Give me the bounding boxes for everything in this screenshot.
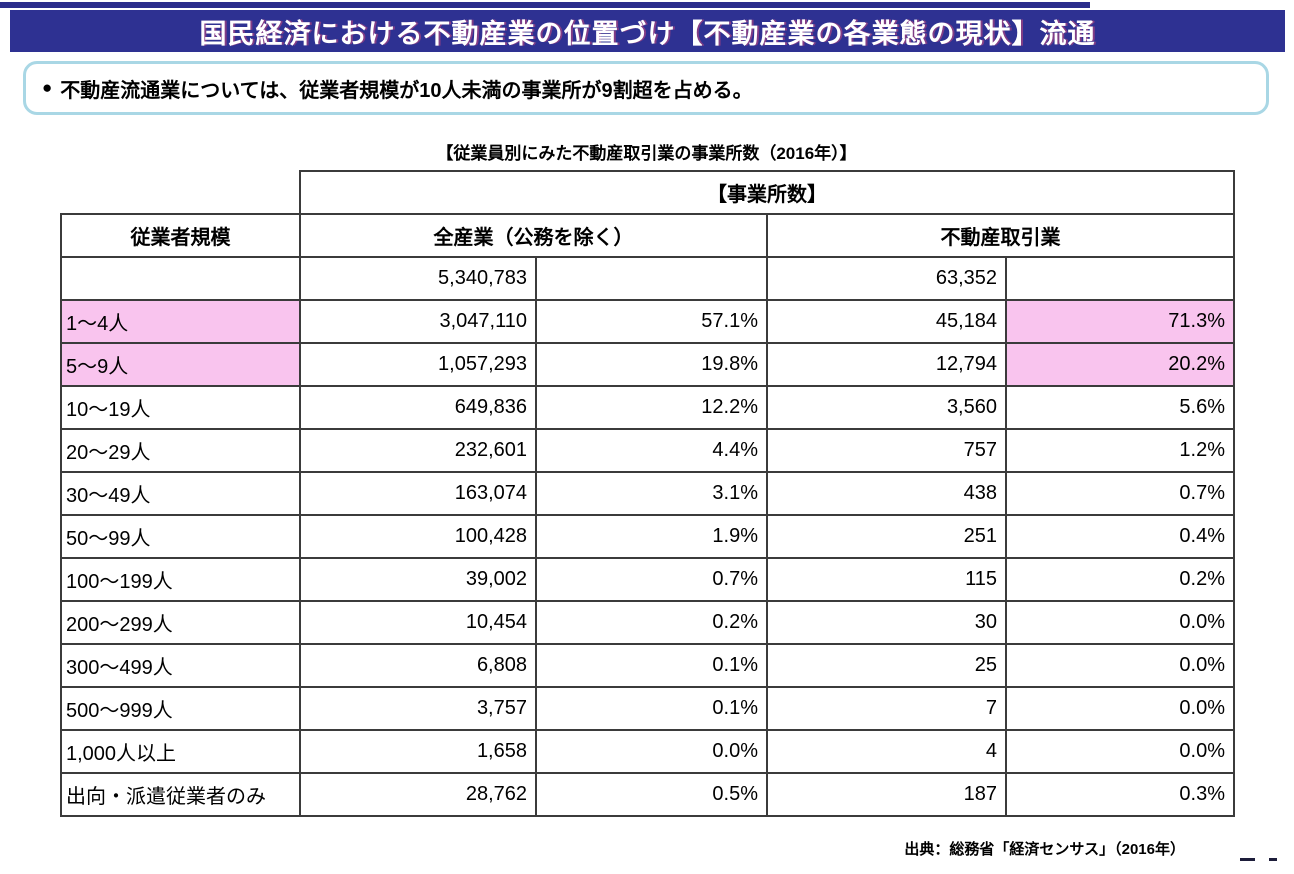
real-estate-pct-cell: 0.0% (1005, 600, 1235, 645)
row-label-cell: 1,000人以上 (60, 729, 301, 774)
group-header-row: 【事業所数】 (61, 170, 1235, 215)
col-header-worker-scale: 従業者規模 (60, 213, 301, 258)
all-industries-count-cell: 163,074 (299, 471, 537, 516)
real-estate-count-cell: 3,560 (766, 385, 1007, 430)
all-industries-pct-cell: 12.2% (535, 385, 768, 430)
row-label-cell: 200～299人 (60, 600, 301, 645)
top-edge-line (0, 2, 1090, 8)
column-header-row: 従業者規模 全産業（公務を除く） 不動産取引業 (60, 213, 1235, 258)
table-row: 10～19人 649,836 12.2% 3,560 5.6% (60, 385, 1235, 430)
all-industries-count-cell: 3,757 (299, 686, 537, 731)
establishments-table: 【事業所数】 従業者規模 全産業（公務を除く） 不動産取引業 5,340,783… (60, 170, 1235, 817)
all-industries-count-cell: 6,808 (299, 643, 537, 688)
all-industries-pct-cell: 57.1% (535, 299, 768, 344)
real-estate-pct-cell: 0.2% (1005, 557, 1235, 602)
all-industries-pct-cell: 0.1% (535, 686, 768, 731)
real-estate-pct-cell: 71.3% (1005, 299, 1235, 344)
table-row: 100～199人 39,002 0.7% 115 0.2% (60, 557, 1235, 602)
page-number-partial (1240, 858, 1284, 862)
row-label-cell: 1～4人 (60, 299, 301, 344)
table-row: 30～49人 163,074 3.1% 438 0.7% (60, 471, 1235, 516)
row-label-cell: 10～19人 (60, 385, 301, 430)
all-industries-pct-cell: 4.4% (535, 428, 768, 473)
all-industries-count-cell: 28,762 (299, 772, 537, 817)
all-industries-count-cell: 649,836 (299, 385, 537, 430)
real-estate-pct-cell: 5.6% (1005, 385, 1235, 430)
all-industries-pct-cell: 1.9% (535, 514, 768, 559)
real-estate-pct-cell: 0.0% (1005, 729, 1235, 774)
totals-all-pct (535, 256, 768, 301)
real-estate-count-cell: 4 (766, 729, 1007, 774)
row-label-cell: 100～199人 (60, 557, 301, 602)
all-industries-pct-cell: 0.5% (535, 772, 768, 817)
row-label-cell: 出向・派遣従業者のみ (60, 772, 301, 817)
table-row: 5～9人 1,057,293 19.8% 12,794 20.2% (60, 342, 1235, 387)
table-row: 300～499人 6,808 0.1% 25 0.0% (60, 643, 1235, 688)
real-estate-count-cell: 30 (766, 600, 1007, 645)
page-title: 国民経済における不動産業の位置づけ【不動産業の各業態の現状】流通 (199, 18, 1096, 49)
totals-row: 5,340,783 63,352 (60, 256, 1235, 301)
all-industries-pct-cell: 0.0% (535, 729, 768, 774)
table-row: 1～4人 3,047,110 57.1% 45,184 71.3% (60, 299, 1235, 344)
source-note: 出典：総務省「経済センサス」（2016年） (904, 841, 1185, 858)
all-industries-pct-cell: 0.7% (535, 557, 768, 602)
real-estate-pct-cell: 0.4% (1005, 514, 1235, 559)
bullet-icon: ● (42, 78, 53, 97)
real-estate-pct-cell: 0.3% (1005, 772, 1235, 817)
all-industries-count-cell: 10,454 (299, 600, 537, 645)
totals-re-pct (1005, 256, 1235, 301)
real-estate-count-cell: 251 (766, 514, 1007, 559)
row-label-cell: 5～9人 (60, 342, 301, 387)
table-caption: 【従業員別にみた不動産取引業の事業所数（2016年）】 (436, 144, 857, 163)
table-row: 500～999人 3,757 0.1% 7 0.0% (60, 686, 1235, 731)
all-industries-pct-cell: 3.1% (535, 471, 768, 516)
real-estate-pct-cell: 0.7% (1005, 471, 1235, 516)
real-estate-pct-cell: 1.2% (1005, 428, 1235, 473)
all-industries-count-cell: 232,601 (299, 428, 537, 473)
table-row: 200～299人 10,454 0.2% 30 0.0% (60, 600, 1235, 645)
group-header-establishment-count: 【事業所数】 (299, 170, 1235, 215)
totals-all-count: 5,340,783 (299, 256, 537, 301)
row-label-cell: 50～99人 (60, 514, 301, 559)
header-spacer-cell (61, 171, 300, 214)
real-estate-count-cell: 438 (766, 471, 1007, 516)
real-estate-count-cell: 45,184 (766, 299, 1007, 344)
row-label-cell: 30～49人 (60, 471, 301, 516)
row-label-cell: 500～999人 (60, 686, 301, 731)
all-industries-pct-cell: 0.1% (535, 643, 768, 688)
all-industries-pct-cell: 19.8% (535, 342, 768, 387)
real-estate-count-cell: 187 (766, 772, 1007, 817)
row-label-cell: 20～29人 (60, 428, 301, 473)
summary-text: 不動産流通業については、従業者規模が10人未満の事業所が9割超を占める。 (60, 79, 753, 102)
real-estate-count-cell: 25 (766, 643, 1007, 688)
col-header-real-estate: 不動産取引業 (766, 213, 1235, 258)
real-estate-count-cell: 115 (766, 557, 1007, 602)
real-estate-pct-cell: 0.0% (1005, 643, 1235, 688)
real-estate-count-cell: 12,794 (766, 342, 1007, 387)
title-bar: 国民経済における不動産業の位置づけ【不動産業の各業態の現状】流通 (10, 10, 1285, 52)
table-row: 1,000人以上 1,658 0.0% 4 0.0% (60, 729, 1235, 774)
row-label-cell: 300～499人 (60, 643, 301, 688)
all-industries-count-cell: 1,658 (299, 729, 537, 774)
col-header-all-industries: 全産業（公務を除く） (299, 213, 768, 258)
totals-re-count: 63,352 (766, 256, 1007, 301)
summary-callout: ● 不動産流通業については、従業者規模が10人未満の事業所が9割超を占める。 (23, 61, 1269, 115)
all-industries-count-cell: 1,057,293 (299, 342, 537, 387)
table-row: 20～29人 232,601 4.4% 757 1.2% (60, 428, 1235, 473)
real-estate-count-cell: 7 (766, 686, 1007, 731)
real-estate-pct-cell: 0.0% (1005, 686, 1235, 731)
table-row: 出向・派遣従業者のみ 28,762 0.5% 187 0.3% (60, 772, 1235, 817)
totals-label-cell (60, 256, 301, 301)
all-industries-count-cell: 100,428 (299, 514, 537, 559)
real-estate-pct-cell: 20.2% (1005, 342, 1235, 387)
all-industries-count-cell: 39,002 (299, 557, 537, 602)
real-estate-count-cell: 757 (766, 428, 1007, 473)
all-industries-pct-cell: 0.2% (535, 600, 768, 645)
all-industries-count-cell: 3,047,110 (299, 299, 537, 344)
table-row: 50～99人 100,428 1.9% 251 0.4% (60, 514, 1235, 559)
